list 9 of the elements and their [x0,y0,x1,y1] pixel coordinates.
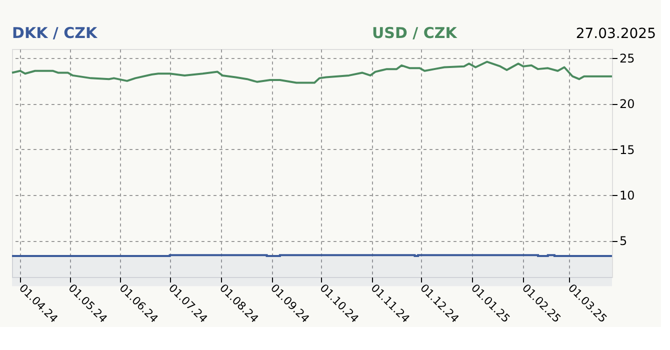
y-tick-label: 15 [620,142,635,157]
line-series [11,60,613,84]
y-tick-label: 25 [620,52,635,66]
series-label: USD / CZK [372,24,458,42]
y-tick-label: 5 [620,234,628,248]
y-tick-label: 10 [620,188,635,202]
y-tick-label: 20 [620,97,635,112]
text: 27.03.2025 [576,26,656,42]
text: DKK / CZK [12,24,99,42]
